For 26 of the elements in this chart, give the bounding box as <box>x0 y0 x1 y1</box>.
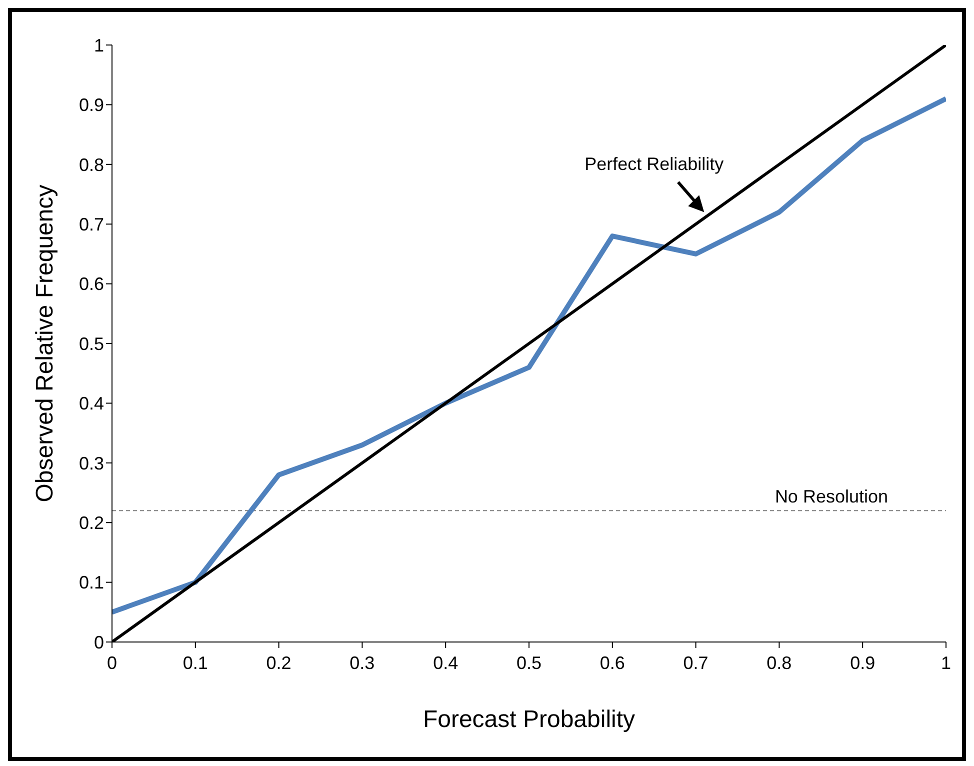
y-tick-label: 0.9 <box>78 95 104 116</box>
x-tick-label: 0.9 <box>850 652 876 673</box>
y-tick-label: 1 <box>94 35 104 56</box>
y-tick-label: 0.6 <box>78 274 104 294</box>
y-tick-label: 0.4 <box>78 394 104 414</box>
x-tick-label: 0.3 <box>350 652 375 673</box>
x-tick-label: 0.4 <box>433 652 458 673</box>
x-tick-label: 0.1 <box>182 652 208 673</box>
y-tick-label: 0.1 <box>78 572 104 593</box>
y-tick-label: 0.3 <box>78 453 104 474</box>
y-axis-title: Observed Relative Frequency <box>32 184 59 502</box>
y-tick-label: 0.7 <box>78 214 104 234</box>
x-tick-label: 0.5 <box>516 652 542 673</box>
x-axis-title: Forecast Probability <box>422 706 636 733</box>
y-tick-label: 0.5 <box>78 334 104 354</box>
x-tick-label: 0 <box>106 652 118 673</box>
x-tick-label: 1 <box>940 652 952 673</box>
y-tick-label: 0.2 <box>78 512 104 533</box>
x-tick-label: 0.2 <box>266 652 292 673</box>
x-tick-label: 0.7 <box>683 652 708 673</box>
y-tick-label: 0 <box>94 632 104 652</box>
ref-line-label: No Resolution <box>774 486 888 507</box>
annotation: Perfect Reliability <box>584 154 724 174</box>
x-tick-label: 0.6 <box>600 652 625 673</box>
x-tick-label: 0.8 <box>766 652 792 673</box>
y-tick-label: 0.8 <box>78 154 104 175</box>
